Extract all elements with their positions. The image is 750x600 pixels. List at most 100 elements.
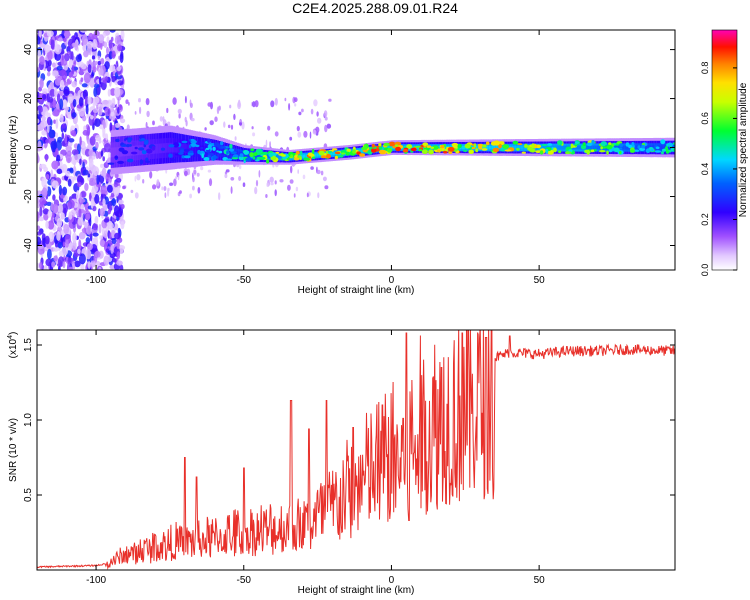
spectrogram-cell [279,155,282,159]
spectrogram-cell [516,147,520,151]
spectrogram-cell [100,163,104,168]
colorbar: 0.0 0.2 0.4 0.6 0.8 Normalized spectral ampl… [700,29,749,276]
colorbar-tick-label: 0.6 [700,112,710,125]
spectrogram-cell [543,145,546,150]
spectrogram-cell [83,50,89,58]
spectrogram-cell [112,147,115,158]
spectrogram-cell [268,152,274,158]
spectrogram-cell [140,138,146,142]
spectrogram-cell [504,149,512,152]
spectrogram-cell [39,261,43,270]
spectrogram-cell [93,83,100,88]
spectrogram-cell [75,54,82,63]
spectrogram-cell [378,143,382,147]
spectrogram-cell [107,162,115,165]
spectrogram-cell [187,144,190,153]
spectrogram-cell [39,56,45,65]
spectrogram-cell [661,148,666,152]
spectrogram-cell [594,148,597,152]
spectrogram-cell [102,156,105,162]
spectrogram-cell [42,208,49,215]
colorbar-ramp [711,29,738,271]
spectrogram-cell [318,153,321,157]
spectrogram-cell [360,149,363,153]
snr-panel: -100 -50 0 50 0.5 1.0 1.5 Height of straight … [7,329,676,596]
spectrogram-cell [90,115,94,120]
spectrogram-cell [390,146,394,150]
spectrogram-cell [45,153,48,162]
spectrogram-cell [84,96,88,106]
spectrogram-cell [635,145,638,150]
spectrogram-cell [547,143,553,146]
spectrogram-cell [55,132,59,138]
spectrogram-cell [464,143,471,149]
spectrogram-cell [63,64,68,71]
spectrogram-cell [67,93,74,104]
spectrogram-cell [56,65,63,71]
spectrogram-cell [39,106,43,113]
spectrogram-cell [91,187,96,198]
spectrogram-cell [109,30,116,33]
x-tick-label: -50 [237,575,252,586]
spectrogram-cell [87,173,91,178]
spectrogram-cell [587,145,590,150]
spectrogram-cell [653,145,656,150]
spectrogram-cell [190,143,197,147]
spectrogram-cell [591,145,594,150]
spectrogram-cell [484,145,487,150]
spectrogram-cell [493,140,501,146]
spectrogram-y-ticks: -40 -20 0 20 40 [23,44,675,253]
spectrogram-cell [65,154,72,164]
spectrogram-cell [74,260,81,268]
spectrogram-cell [82,129,90,136]
spectrogram-cell [101,167,107,178]
spectrogram-cell [188,144,191,153]
spectrogram-cell [498,143,502,149]
spectrogram-cell [39,78,44,89]
spectrogram-cell [275,154,278,159]
spectrogram-cell [82,115,87,122]
spectrogram-cell [102,198,106,206]
spectrogram-cell [58,203,63,214]
spectrogram-cell [118,199,124,205]
spectrogram-cell [127,158,134,163]
spectrogram-cell [428,149,434,155]
spectrogram-cell [363,144,367,150]
spectrogram-cell [229,104,232,109]
spectrogram-cell [598,145,601,150]
spectrogram-cell [158,143,161,154]
spectrogram-cell [289,179,294,184]
spectrogram-cell [178,143,181,153]
spectrogram-cell [461,145,464,150]
spectrogram-cell [68,141,73,147]
spectrogram-cell [277,155,280,159]
y-tick-label: 40 [23,44,34,56]
spectrogram-cell [51,70,59,77]
spectrogram-cell [68,242,73,251]
spectrogram-cell [234,136,237,141]
spectrogram-cell [93,96,100,104]
spectrogram-cell [126,144,130,148]
spectrogram-cell [460,145,463,150]
spectrogram-cell [81,83,88,88]
spectrogram-cell [145,121,148,129]
spectrogram-cell [295,150,300,155]
spectrogram-cell [382,147,385,151]
spectrogram-cell [78,253,86,265]
spectrogram-cell [507,145,510,150]
spectrogram-cell [185,120,188,127]
spectrogram-cell [111,50,116,59]
spectrogram-cell [279,179,284,183]
spectrogram-cell [65,144,72,153]
spectrogram-cell [269,141,271,149]
spectrogram-cell [345,151,350,156]
spectrogram-cell [641,144,645,149]
spectrogram-cell [96,174,100,185]
spectrogram-cell [73,60,77,67]
spectrogram-cell [253,152,258,157]
spectrogram-cell [280,154,286,157]
spectrogram-cell [218,147,222,154]
spectrogram-cell [185,144,188,153]
spectrogram-cell [274,131,279,137]
spectrogram-cell [250,148,255,152]
